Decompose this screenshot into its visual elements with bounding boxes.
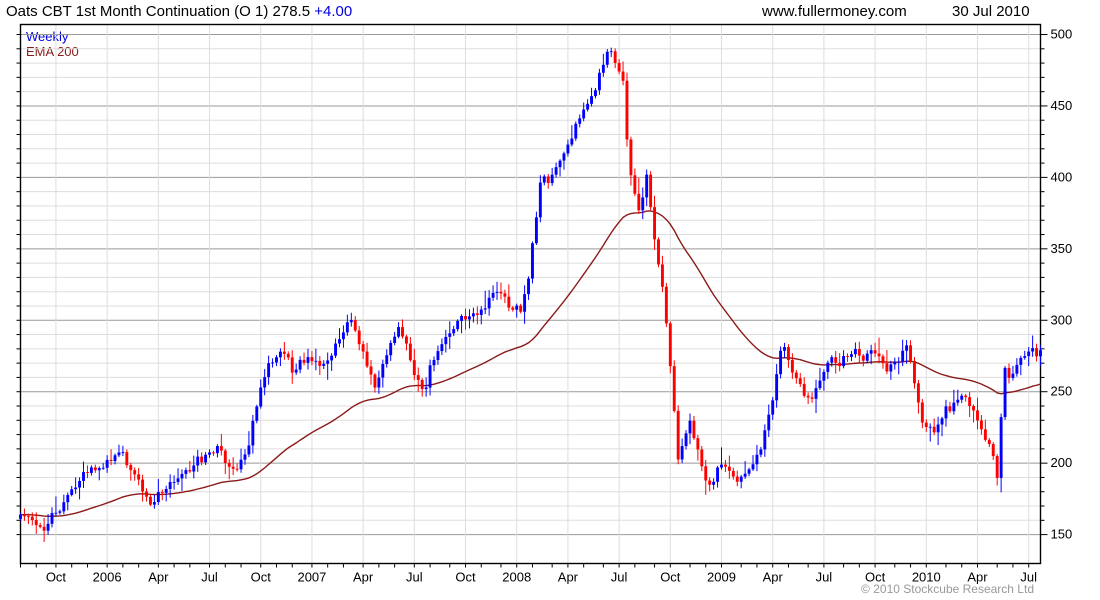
svg-text:Apr: Apr [353,570,374,585]
svg-text:Oct: Oct [251,570,272,585]
svg-text:Oct: Oct [46,570,67,585]
svg-text:300: 300 [1051,312,1073,327]
svg-text:Apr: Apr [148,570,169,585]
svg-text:2008: 2008 [502,570,531,585]
svg-text:250: 250 [1051,384,1073,399]
svg-text:Oct: Oct [660,570,681,585]
svg-text:Apr: Apr [763,570,784,585]
svg-text:Jul: Jul [611,570,628,585]
svg-text:350: 350 [1051,241,1073,256]
svg-text:450: 450 [1051,98,1073,113]
svg-text:Apr: Apr [558,570,579,585]
svg-text:© 2010 Stockcube Research Ltd: © 2010 Stockcube Research Ltd [861,582,1034,596]
svg-text:Jul: Jul [406,570,423,585]
svg-text:Oct: Oct [455,570,476,585]
svg-text:2007: 2007 [297,570,326,585]
svg-text:500: 500 [1051,27,1073,42]
svg-text:200: 200 [1051,455,1073,470]
svg-text:Jul: Jul [201,570,218,585]
svg-text:Jul: Jul [816,570,833,585]
svg-text:2009: 2009 [707,570,736,585]
svg-text:150: 150 [1051,527,1073,542]
svg-text:2006: 2006 [93,570,122,585]
svg-text:400: 400 [1051,169,1073,184]
